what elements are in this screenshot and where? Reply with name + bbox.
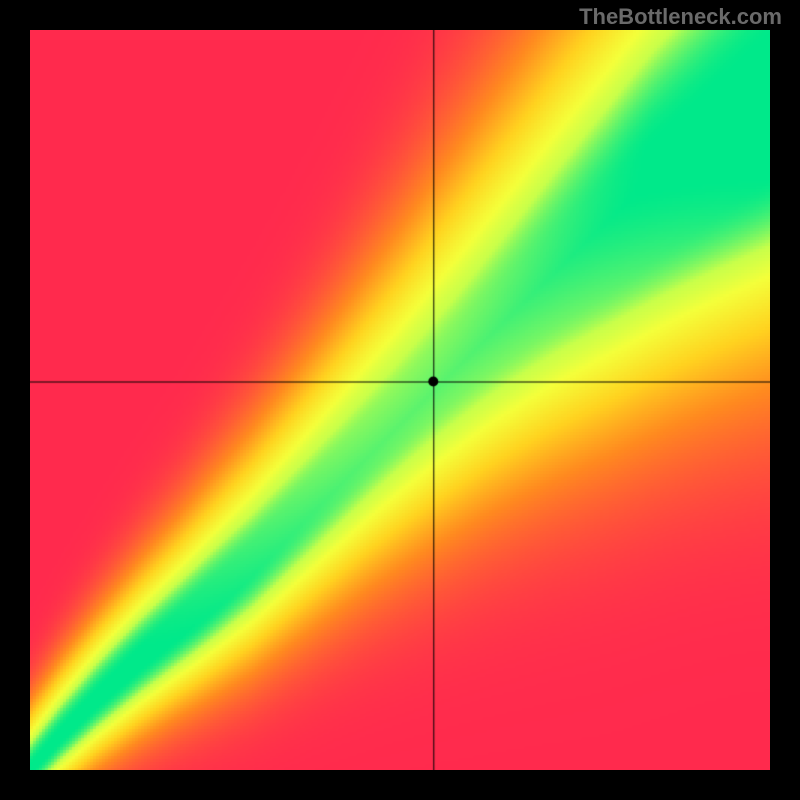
heatmap-plot: [30, 30, 770, 770]
chart-container: TheBottleneck.com: [0, 0, 800, 800]
heatmap-canvas: [30, 30, 770, 770]
watermark-text: TheBottleneck.com: [579, 4, 782, 30]
